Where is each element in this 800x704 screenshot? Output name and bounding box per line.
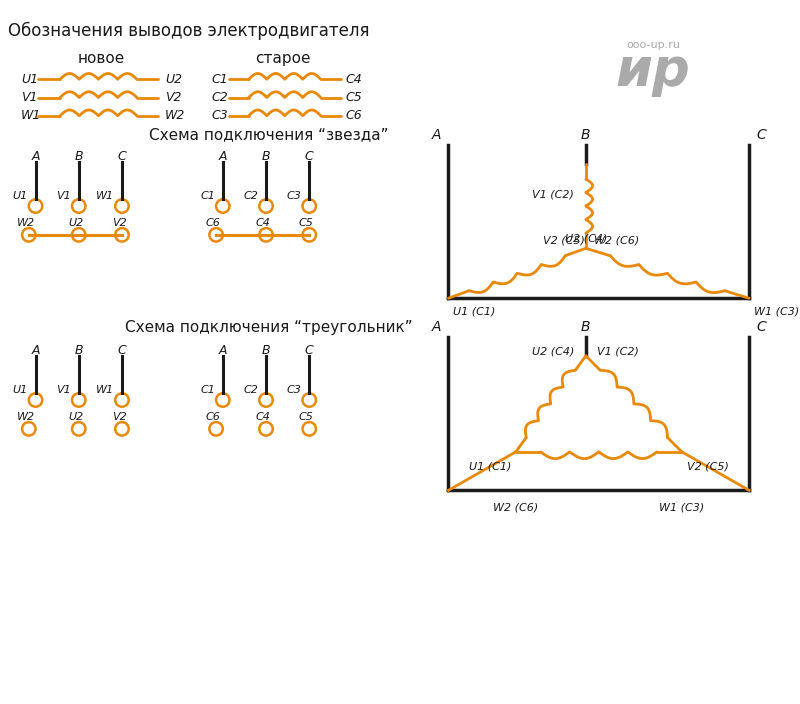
Text: C: C — [118, 344, 126, 357]
Text: A: A — [431, 320, 441, 334]
Text: C5: C5 — [346, 91, 362, 104]
Text: V1: V1 — [56, 191, 71, 201]
Text: A: A — [31, 149, 40, 163]
Text: U2: U2 — [68, 413, 83, 422]
Text: C4: C4 — [346, 73, 362, 86]
Text: V2 (C5): V2 (C5) — [542, 236, 585, 246]
Text: C5: C5 — [299, 413, 314, 422]
Text: B: B — [262, 149, 270, 163]
Text: C6: C6 — [346, 109, 362, 122]
Text: A: A — [218, 149, 227, 163]
Text: C: C — [305, 344, 314, 357]
Text: U1: U1 — [13, 191, 28, 201]
Text: B: B — [74, 344, 83, 357]
Text: B: B — [581, 320, 590, 334]
Text: W1 (C3): W1 (C3) — [659, 503, 705, 513]
Text: U1: U1 — [21, 73, 38, 86]
Text: C3: C3 — [286, 385, 302, 396]
Text: V1: V1 — [21, 91, 38, 104]
Text: W2: W2 — [17, 413, 35, 422]
Text: C5: C5 — [299, 218, 314, 228]
Text: W2: W2 — [17, 218, 35, 228]
Text: C: C — [305, 149, 314, 163]
Text: U1: U1 — [13, 385, 28, 396]
Text: C4: C4 — [256, 413, 270, 422]
Text: Схема подключения “звезда”: Схема подключения “звезда” — [149, 127, 389, 142]
Text: C: C — [757, 320, 766, 334]
Text: V2: V2 — [165, 91, 182, 104]
Text: A: A — [31, 344, 40, 357]
Text: C1: C1 — [200, 191, 215, 201]
Text: V2: V2 — [112, 218, 126, 228]
Text: V2: V2 — [112, 413, 126, 422]
Text: новое: новое — [78, 51, 125, 65]
Text: C3: C3 — [286, 191, 302, 201]
Text: C4: C4 — [256, 218, 270, 228]
Text: B: B — [581, 128, 590, 142]
Text: старое: старое — [255, 51, 311, 65]
Text: ир: ир — [616, 44, 690, 96]
Text: C2: C2 — [243, 385, 258, 396]
Text: U1 (C1): U1 (C1) — [469, 461, 511, 471]
Text: U2 (C4): U2 (C4) — [532, 346, 574, 356]
Text: C1: C1 — [211, 73, 228, 86]
Text: W1 (C3): W1 (C3) — [754, 307, 799, 317]
Text: V1 (C2): V1 (C2) — [533, 189, 574, 199]
Text: W2: W2 — [165, 109, 186, 122]
Text: C: C — [757, 128, 766, 142]
Text: B: B — [74, 149, 83, 163]
Text: U2 (C4): U2 (C4) — [565, 234, 607, 244]
Text: Схема подключения “треугольник”: Схема подключения “треугольник” — [125, 320, 413, 334]
Text: W1: W1 — [96, 191, 114, 201]
Text: C1: C1 — [200, 385, 215, 396]
Text: C2: C2 — [243, 191, 258, 201]
Text: B: B — [262, 344, 270, 357]
Text: U2: U2 — [68, 218, 83, 228]
Text: Обозначения выводов электродвигателя: Обозначения выводов электродвигателя — [8, 22, 369, 40]
Text: V1 (C2): V1 (C2) — [598, 346, 639, 356]
Text: A: A — [218, 344, 227, 357]
Text: C6: C6 — [206, 413, 221, 422]
Text: W2 (C6): W2 (C6) — [594, 236, 638, 246]
Text: V2 (C5): V2 (C5) — [686, 461, 729, 471]
Text: U2: U2 — [165, 73, 182, 86]
Text: W2 (C6): W2 (C6) — [493, 503, 538, 513]
Text: C2: C2 — [211, 91, 228, 104]
Text: V1: V1 — [56, 385, 71, 396]
Text: C3: C3 — [211, 109, 228, 122]
Text: W1: W1 — [96, 385, 114, 396]
Text: W1: W1 — [21, 109, 42, 122]
Text: C: C — [118, 149, 126, 163]
Text: ooo-up.ru: ooo-up.ru — [626, 39, 680, 50]
Text: U1 (C1): U1 (C1) — [454, 307, 496, 317]
Text: A: A — [431, 128, 441, 142]
Text: C6: C6 — [206, 218, 221, 228]
